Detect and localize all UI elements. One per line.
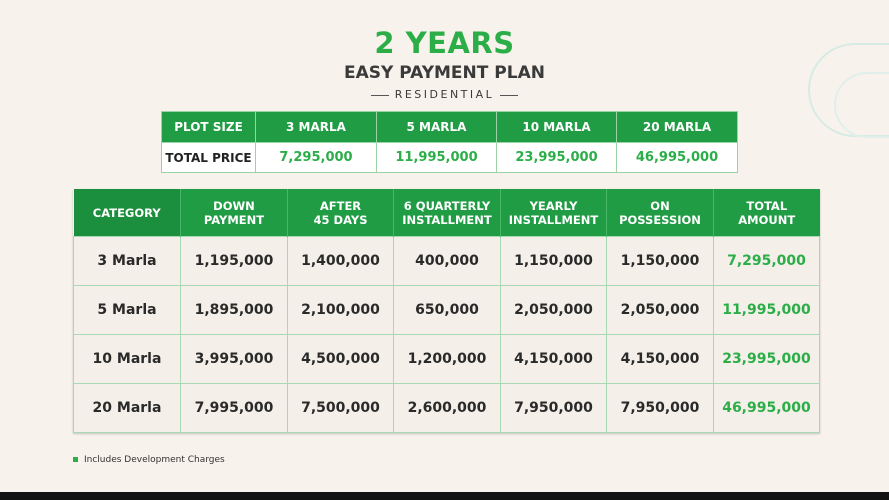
eyebrow-dash-left xyxy=(370,94,389,96)
table-cell: 2,050,000 xyxy=(500,285,607,335)
total-amount-cell: 11,995,000 xyxy=(713,285,820,335)
category-eyebrow: RESIDENTIAL xyxy=(0,88,889,101)
footnote: Includes Development Charges xyxy=(73,455,225,465)
column-header-on-possession: ON POSSESSION xyxy=(606,189,714,237)
price-value-cell: 11,995,000 xyxy=(376,142,497,173)
decorative-ring-inner xyxy=(834,72,889,138)
total-amount-cell: 7,295,000 xyxy=(713,236,820,286)
footnote-text: Includes Development Charges xyxy=(84,455,225,465)
price-value-cell: 7,295,000 xyxy=(255,142,377,173)
column-header-yearly: YEARLY INSTALLMENT xyxy=(500,189,607,237)
decorative-ring xyxy=(808,43,889,137)
table-cell: 3,995,000 xyxy=(180,334,288,384)
table-cell: 1,895,000 xyxy=(180,285,288,335)
price-table-header-row: PLOT SIZE 3 MARLA 5 MARLA 10 MARLA 20 MA… xyxy=(161,111,738,143)
bullet-icon xyxy=(73,457,78,462)
plan-duration-title: 2 YEARS xyxy=(374,26,515,60)
column-header-category: CATEGORY xyxy=(73,189,181,237)
table-row: 10 Marla 3,995,000 4,500,000 1,200,000 4… xyxy=(73,334,820,384)
header-line: PAYMENT xyxy=(203,212,265,227)
column-header-after-45-days: AFTER 45 DAYS xyxy=(287,189,394,237)
price-header-cell: 3 MARLA xyxy=(255,111,377,143)
category-cell: 3 Marla xyxy=(73,236,181,286)
table-cell: 2,100,000 xyxy=(287,285,394,335)
header-line: AFTER xyxy=(319,198,362,213)
table-cell: 650,000 xyxy=(393,285,501,335)
table-cell: 400,000 xyxy=(393,236,501,286)
column-header-quarterly: 6 QUARTERLY INSTALLMENT xyxy=(393,189,501,237)
header-line: 6 QUARTERLY xyxy=(403,198,491,213)
header-line: ON xyxy=(650,198,670,213)
header-line: 45 DAYS xyxy=(313,212,368,227)
header-line: YEARLY xyxy=(529,198,578,213)
table-row: 20 Marla 7,995,000 7,500,000 2,600,000 7… xyxy=(73,383,820,433)
price-value-cell: 46,995,000 xyxy=(616,142,738,173)
total-price-label: TOTAL PRICE xyxy=(161,142,256,173)
plan-subtitle: EASY PAYMENT PLAN xyxy=(344,63,545,83)
plot-price-table: PLOT SIZE 3 MARLA 5 MARLA 10 MARLA 20 MA… xyxy=(161,111,738,173)
table-cell: 1,150,000 xyxy=(500,236,607,286)
table-cell: 4,150,000 xyxy=(606,334,714,384)
bottom-frame-bar xyxy=(0,492,889,500)
table-cell: 1,195,000 xyxy=(180,236,288,286)
installment-schedule-table: CATEGORY DOWN PAYMENT AFTER 45 DAYS 6 QUAR… xyxy=(73,189,820,433)
eyebrow-dash-right xyxy=(500,94,519,96)
table-cell: 7,500,000 xyxy=(287,383,394,433)
price-header-cell: 10 MARLA xyxy=(496,111,617,143)
header-line: INSTALLMENT xyxy=(402,212,492,227)
eyebrow-label: RESIDENTIAL xyxy=(394,88,495,101)
header-line: POSSESSION xyxy=(619,212,701,227)
schedule-header-row: CATEGORY DOWN PAYMENT AFTER 45 DAYS 6 QUAR… xyxy=(73,189,820,237)
header-line: AMOUNT xyxy=(738,212,796,227)
table-cell: 1,150,000 xyxy=(606,236,714,286)
header-line: INSTALLMENT xyxy=(508,212,599,227)
price-header-cell: PLOT SIZE xyxy=(161,111,256,143)
table-cell: 2,600,000 xyxy=(393,383,501,433)
table-cell: 7,995,000 xyxy=(180,383,288,433)
price-table-value-row: TOTAL PRICE 7,295,000 11,995,000 23,995,… xyxy=(161,142,738,173)
table-cell: 1,200,000 xyxy=(393,334,501,384)
table-cell: 2,050,000 xyxy=(606,285,714,335)
table-row: 3 Marla 1,195,000 1,400,000 400,000 1,15… xyxy=(73,236,820,286)
table-cell: 4,500,000 xyxy=(287,334,394,384)
category-cell: 5 Marla xyxy=(73,285,181,335)
table-cell: 7,950,000 xyxy=(500,383,607,433)
header-line: DOWN xyxy=(213,198,255,213)
price-header-cell: 20 MARLA xyxy=(616,111,738,143)
column-header-down-payment: DOWN PAYMENT xyxy=(180,189,288,237)
category-cell: 20 Marla xyxy=(73,383,181,433)
column-header-total-amount: TOTAL AMOUNT xyxy=(713,189,820,237)
total-amount-cell: 46,995,000 xyxy=(713,383,820,433)
price-header-cell: 5 MARLA xyxy=(376,111,497,143)
table-cell: 7,950,000 xyxy=(606,383,714,433)
price-value-cell: 23,995,000 xyxy=(496,142,617,173)
category-cell: 10 Marla xyxy=(73,334,181,384)
table-cell: 1,400,000 xyxy=(287,236,394,286)
header-line: TOTAL xyxy=(746,198,788,213)
table-row: 5 Marla 1,895,000 2,100,000 650,000 2,05… xyxy=(73,285,820,335)
total-amount-cell: 23,995,000 xyxy=(713,334,820,384)
table-cell: 4,150,000 xyxy=(500,334,607,384)
